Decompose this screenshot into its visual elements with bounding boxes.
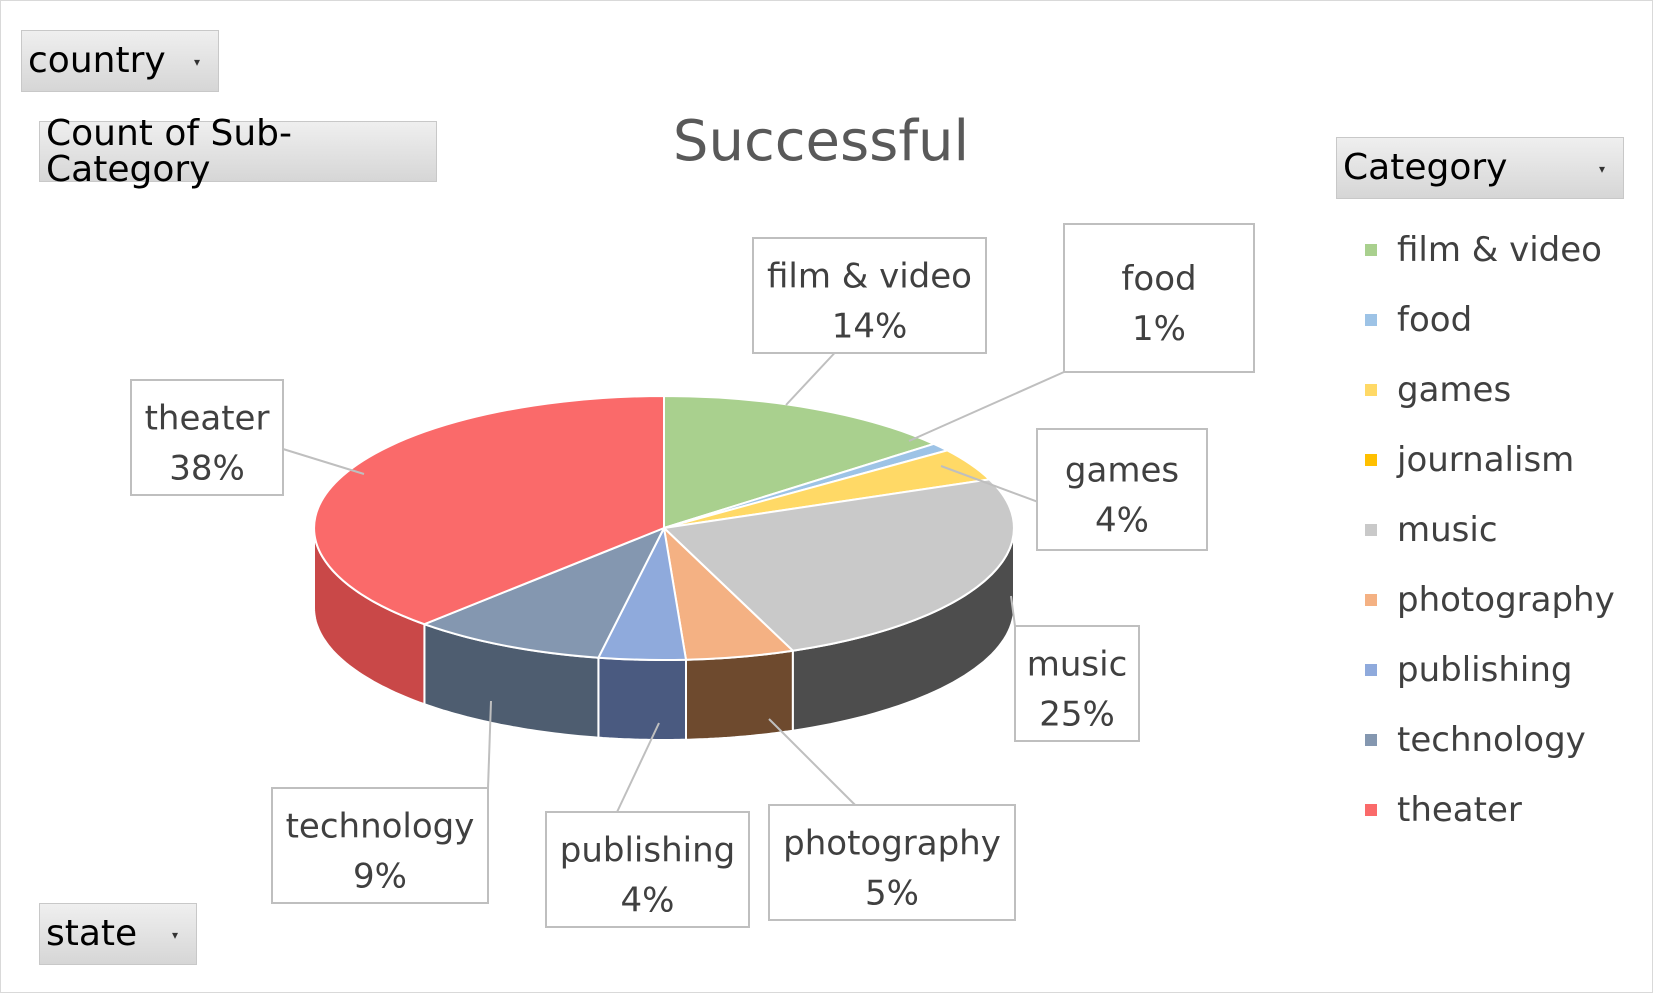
data-label-percent-theater: 38%: [169, 449, 245, 489]
pie-slice-film-video[interactable]: [663, 394, 937, 530]
legend-item-film-video[interactable]: film & video: [1359, 215, 1653, 285]
legend: film & video food games journalism music phot…: [1359, 215, 1653, 845]
legend-label: photography: [1397, 580, 1615, 620]
legend-item-technology[interactable]: technology: [1359, 705, 1653, 775]
legend-item-food[interactable]: food: [1359, 285, 1653, 355]
pie-sides: [313, 527, 1015, 741]
category-filter-button[interactable]: Category ▾: [1336, 137, 1624, 199]
legend-label: games: [1397, 370, 1512, 410]
legend-label: music: [1397, 510, 1498, 550]
state-filter-label: state: [46, 913, 138, 954]
data-label-percent-technology: 9%: [353, 857, 407, 897]
legend-swatch-icon: [1365, 524, 1377, 536]
leader-line-food: [908, 371, 1065, 442]
dropdown-arrow-icon: ▾: [193, 55, 200, 70]
data-label-category-film-video: film & video: [767, 257, 972, 297]
leader-line-games: [940, 465, 1038, 503]
pie-slice-music[interactable]: [661, 478, 1015, 652]
legend-swatch-icon: [1365, 734, 1377, 746]
data-label-percent-publishing: 4%: [621, 881, 675, 921]
leader-line-photography: [768, 718, 856, 806]
leader-line-film-video: [785, 352, 836, 406]
legend-label: technology: [1397, 720, 1586, 760]
data-label-percent-music: 25%: [1039, 695, 1115, 735]
legend-item-journalism[interactable]: journalism: [1359, 425, 1653, 495]
legend-item-theater[interactable]: theater: [1359, 775, 1653, 845]
legend-swatch-icon: [1365, 314, 1377, 326]
leader-line-theater: [282, 448, 365, 475]
data-label-category-music: music: [1027, 645, 1128, 685]
legend-item-publishing[interactable]: publishing: [1359, 635, 1653, 705]
data-label-category-technology: technology: [286, 807, 475, 847]
data-label-box-games: [1036, 428, 1208, 551]
category-filter-label: Category: [1343, 147, 1508, 188]
chart-title: Successful: [672, 109, 970, 174]
data-label-category-games: games: [1065, 451, 1179, 491]
data-label-box-theater: [130, 379, 284, 496]
leader-line-music: [1010, 595, 1016, 627]
values-field-label: Count of Sub-Category: [46, 112, 293, 190]
legend-item-games[interactable]: games: [1359, 355, 1653, 425]
country-filter-label: country: [28, 40, 166, 81]
data-label-category-food: food: [1121, 259, 1196, 299]
data-label-category-theater: theater: [145, 399, 270, 439]
leader-line-publishing: [616, 722, 660, 813]
legend-label: theater: [1397, 790, 1522, 830]
dropdown-arrow-icon: ▾: [171, 928, 178, 943]
pie-side-publishing: [597, 656, 687, 741]
legend-swatch-icon: [1365, 664, 1377, 676]
data-label-percent-games: 4%: [1095, 501, 1149, 541]
pie-slice-technology[interactable]: [421, 526, 667, 659]
data-label-box-technology: [271, 787, 489, 904]
data-label-box-film-video: [752, 237, 987, 354]
legend-swatch-icon: [1365, 244, 1377, 256]
values-field-button[interactable]: Count of Sub-Category: [39, 115, 437, 187]
pie-top: [313, 394, 1015, 661]
legend-label: publishing: [1397, 650, 1573, 690]
data-labels: film & video 14% food 1% games 4% music 25% phot…: [130, 223, 1255, 928]
legend-swatch-icon: [1365, 804, 1377, 816]
data-label-box-photography: [768, 804, 1016, 921]
data-label-category-publishing: publishing: [560, 831, 735, 871]
dropdown-arrow-icon: ▾: [1598, 162, 1605, 177]
legend-label: journalism: [1397, 440, 1575, 480]
leader-line-technology: [487, 700, 492, 789]
data-label-percent-photography: 5%: [865, 874, 919, 914]
data-label-box-food: [1063, 223, 1255, 373]
legend-item-music[interactable]: music: [1359, 495, 1653, 565]
state-filter-button[interactable]: state ▾: [39, 903, 197, 965]
legend-swatch-icon: [1365, 454, 1377, 466]
data-label-percent-food: 1%: [1132, 309, 1186, 349]
legend-label: food: [1397, 300, 1473, 340]
pie-slice-theater[interactable]: [313, 394, 665, 626]
data-label-box-publishing: [545, 811, 750, 928]
legend-swatch-icon: [1365, 594, 1377, 606]
legend-swatch-icon: [1365, 384, 1377, 396]
data-label-category-photography: photography: [783, 824, 1001, 864]
legend-label: film & video: [1397, 230, 1602, 270]
country-filter-button[interactable]: country ▾: [21, 30, 219, 92]
data-label-box-music: [1014, 625, 1140, 742]
legend-item-photography[interactable]: photography: [1359, 565, 1653, 635]
data-label-percent-film-video: 14%: [832, 307, 908, 347]
